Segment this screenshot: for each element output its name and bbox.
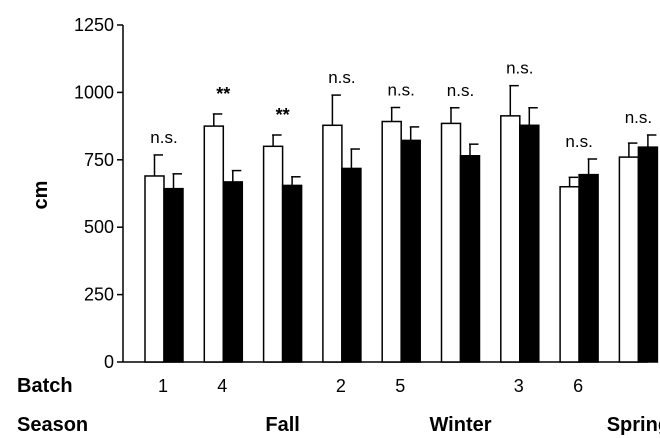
open-bar (440, 122, 462, 363)
filled-bar (341, 167, 362, 363)
filled-bar (637, 146, 659, 363)
significance-label: n.s. (387, 80, 414, 99)
filled-bar (459, 155, 481, 363)
open-bar (559, 186, 580, 363)
y-tick-label: 750 (84, 150, 114, 170)
open-bar (500, 115, 521, 363)
y-tick-label: 1250 (74, 15, 114, 35)
significance-label: n.s. (506, 59, 533, 78)
filled-bar (578, 173, 599, 363)
filled-bar (519, 124, 540, 363)
filled-bar (281, 184, 303, 363)
significance-label: ** (276, 105, 290, 125)
x-tick-labels: 1 4 Fall 2 5 Winter 3 6 Spring (158, 376, 660, 436)
season-tick-label: Spring (607, 414, 660, 436)
batch-tick-label: 6 (573, 376, 583, 396)
y-tick-label: 500 (84, 217, 114, 237)
season-tick-label: Winter (429, 414, 491, 436)
season-row-title: Season (17, 414, 88, 436)
significance-label: n.s. (328, 68, 355, 87)
open-bar (322, 124, 343, 363)
y-axis-title: cm (30, 181, 52, 210)
significance-label: n.s. (447, 81, 474, 100)
bars (144, 84, 659, 363)
significance-label: ** (216, 84, 230, 104)
filled-bar (400, 139, 421, 363)
significance-label: n.s. (565, 132, 592, 151)
batch-tick-label: 2 (336, 376, 346, 396)
batch-tick-label: 3 (514, 376, 524, 396)
y-tick-label: 0 (104, 352, 114, 372)
open-bar (618, 156, 640, 363)
y-tick-label: 250 (84, 285, 114, 305)
y-tick-label: 1000 (74, 82, 114, 102)
open-bar (203, 125, 225, 363)
significance-annotations: n.s. ** ** n.s. n.s. n.s. n.s. n.s. n.s. (150, 59, 652, 151)
filled-bar (222, 181, 244, 363)
filled-bar (163, 187, 184, 363)
season-tick-label: Fall (265, 414, 299, 436)
open-bar (381, 120, 402, 363)
batch-tick-label: 1 (158, 376, 168, 396)
significance-label: n.s. (150, 128, 177, 147)
significance-label: n.s. (625, 108, 652, 127)
y-axis: 0 250 500 750 1000 1250 (74, 15, 124, 372)
open-bar (144, 175, 165, 363)
batch-row-title: Batch (17, 375, 73, 397)
open-bar (262, 145, 284, 363)
batch-tick-label: 5 (395, 376, 405, 396)
batch-tick-label: 4 (217, 376, 227, 396)
